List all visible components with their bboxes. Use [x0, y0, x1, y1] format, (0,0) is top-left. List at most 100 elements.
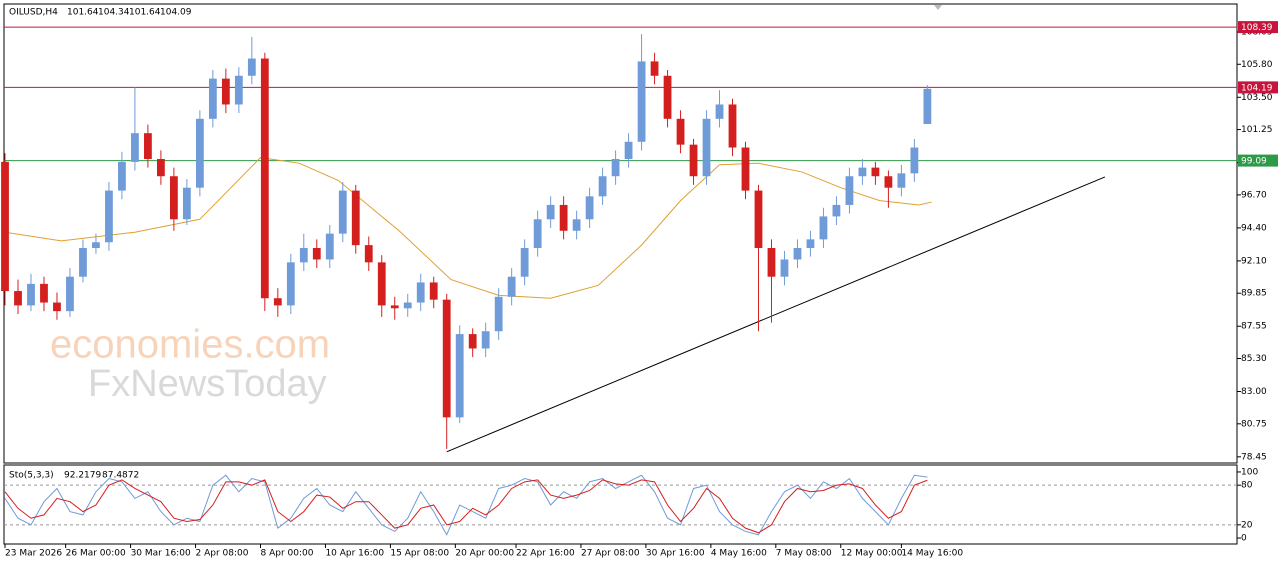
level-tag [1238, 81, 1278, 94]
candle-body [741, 147, 750, 191]
candle-body [832, 204, 841, 217]
stochastic-line [4, 479, 928, 534]
candle-body [468, 334, 477, 349]
candle-body [442, 299, 451, 418]
shift-marker [934, 5, 942, 10]
candle-body [611, 159, 620, 177]
candle-body [118, 161, 126, 191]
candle-body [247, 58, 256, 76]
x-tick-label: 10 Apr 16:00 [325, 549, 384, 559]
candle-body [429, 282, 438, 300]
x-tick-label: 30 Mar 16:00 [131, 549, 191, 559]
indicator-label: Sto(5,3,3) [9, 471, 54, 481]
moving-average [4, 157, 932, 299]
indicator-value: 92.2179 [64, 471, 101, 481]
candle-body [260, 58, 269, 299]
y-tick-label: 101.25 [1241, 125, 1273, 135]
stochastic-line [4, 474, 928, 536]
candle-body [234, 75, 243, 105]
candle-body [325, 233, 334, 260]
x-tick-label: 4 May 16:00 [711, 549, 767, 559]
candle-body [312, 247, 321, 260]
candle-body [1, 161, 9, 292]
level-tag [1238, 21, 1278, 34]
candle-body [105, 190, 113, 243]
y-tick-label: 85.30 [1241, 354, 1267, 364]
level-label: 108.39 [1241, 23, 1273, 33]
candle-body [286, 262, 295, 306]
candle-body [520, 247, 529, 277]
watermark: economies.com [50, 323, 330, 367]
candle-body [299, 247, 308, 263]
ohlc-value: 101.64 [67, 8, 99, 18]
y-tick-label: 96.70 [1241, 190, 1267, 200]
candle-body [92, 242, 100, 248]
candle-body [663, 75, 672, 119]
y-tick-label: 89.85 [1241, 289, 1267, 299]
candle-body [767, 247, 776, 277]
x-tick-label: 7 May 08:00 [776, 549, 832, 559]
candle-body [208, 78, 217, 119]
ohlc-value: 104.09 [160, 8, 192, 18]
candle-body [14, 291, 22, 306]
symbol-label: OILUSD,H4 [9, 8, 58, 18]
x-tick-label: 15 Apr 08:00 [390, 549, 449, 559]
candle-body [884, 176, 893, 188]
candle-body [780, 259, 789, 277]
candle-body [390, 305, 399, 309]
y-tick-label: 20 [1241, 520, 1253, 530]
y-tick-label: 105.80 [1241, 60, 1273, 70]
candle-body [403, 302, 412, 309]
candle-body [845, 176, 854, 205]
candle-body [481, 331, 490, 349]
candle-body [131, 133, 139, 162]
candle-body [793, 247, 802, 260]
y-tick-label: 80.75 [1241, 419, 1267, 429]
candle-body [546, 204, 555, 220]
candle-body [858, 167, 867, 177]
candle-body [702, 118, 711, 177]
x-tick-label: 14 May 16:00 [901, 549, 963, 559]
candle-body [221, 78, 230, 105]
candle-body [53, 302, 61, 312]
candle-body [923, 88, 932, 124]
candle-body [169, 176, 178, 220]
indicator-value: 87.4872 [102, 471, 139, 481]
candle-body [728, 104, 737, 148]
y-tick-label: 0 [1241, 534, 1247, 544]
level-label: 99.09 [1241, 157, 1267, 167]
x-tick-label: 22 Apr 16:00 [516, 549, 575, 559]
ohlc-value: 101.64 [129, 8, 161, 18]
candle-body [27, 283, 35, 306]
candle-body [79, 247, 87, 277]
x-tick-label: 12 May 00:00 [841, 549, 903, 559]
x-tick-label: 20 Apr 00:00 [455, 549, 514, 559]
x-tick-label: 27 Apr 08:00 [581, 549, 640, 559]
y-tick-label: 94.40 [1241, 223, 1267, 233]
candle-body [416, 282, 425, 303]
candle-body [715, 104, 724, 119]
candle-body [637, 61, 646, 142]
candle-body [182, 187, 191, 220]
candle-body [559, 204, 568, 231]
trendline [446, 176, 1106, 453]
candle-body [533, 219, 542, 248]
candle-body [494, 296, 503, 332]
candle-body [156, 159, 165, 177]
candle-body [40, 283, 48, 303]
y-tick-label: 80 [1241, 481, 1253, 491]
x-tick-label: 30 Apr 16:00 [646, 549, 705, 559]
candle-body [910, 147, 919, 174]
candle-body [624, 141, 633, 160]
level-tag [1238, 154, 1278, 167]
candle-body [377, 262, 386, 306]
ohlc-value: 104.34 [98, 8, 130, 18]
y-tick-label: 78.45 [1241, 452, 1267, 462]
stochastic-panel [3, 464, 1238, 545]
candle-body [144, 133, 152, 160]
watermark: FxNewsToday [88, 363, 327, 405]
candle-body [754, 190, 763, 248]
y-tick-label: 100 [1241, 467, 1258, 477]
candle-body [507, 276, 516, 297]
